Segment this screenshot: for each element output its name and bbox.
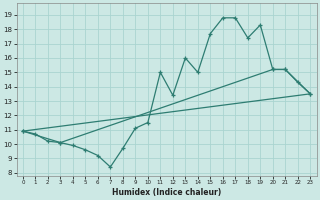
X-axis label: Humidex (Indice chaleur): Humidex (Indice chaleur) [112,188,221,197]
